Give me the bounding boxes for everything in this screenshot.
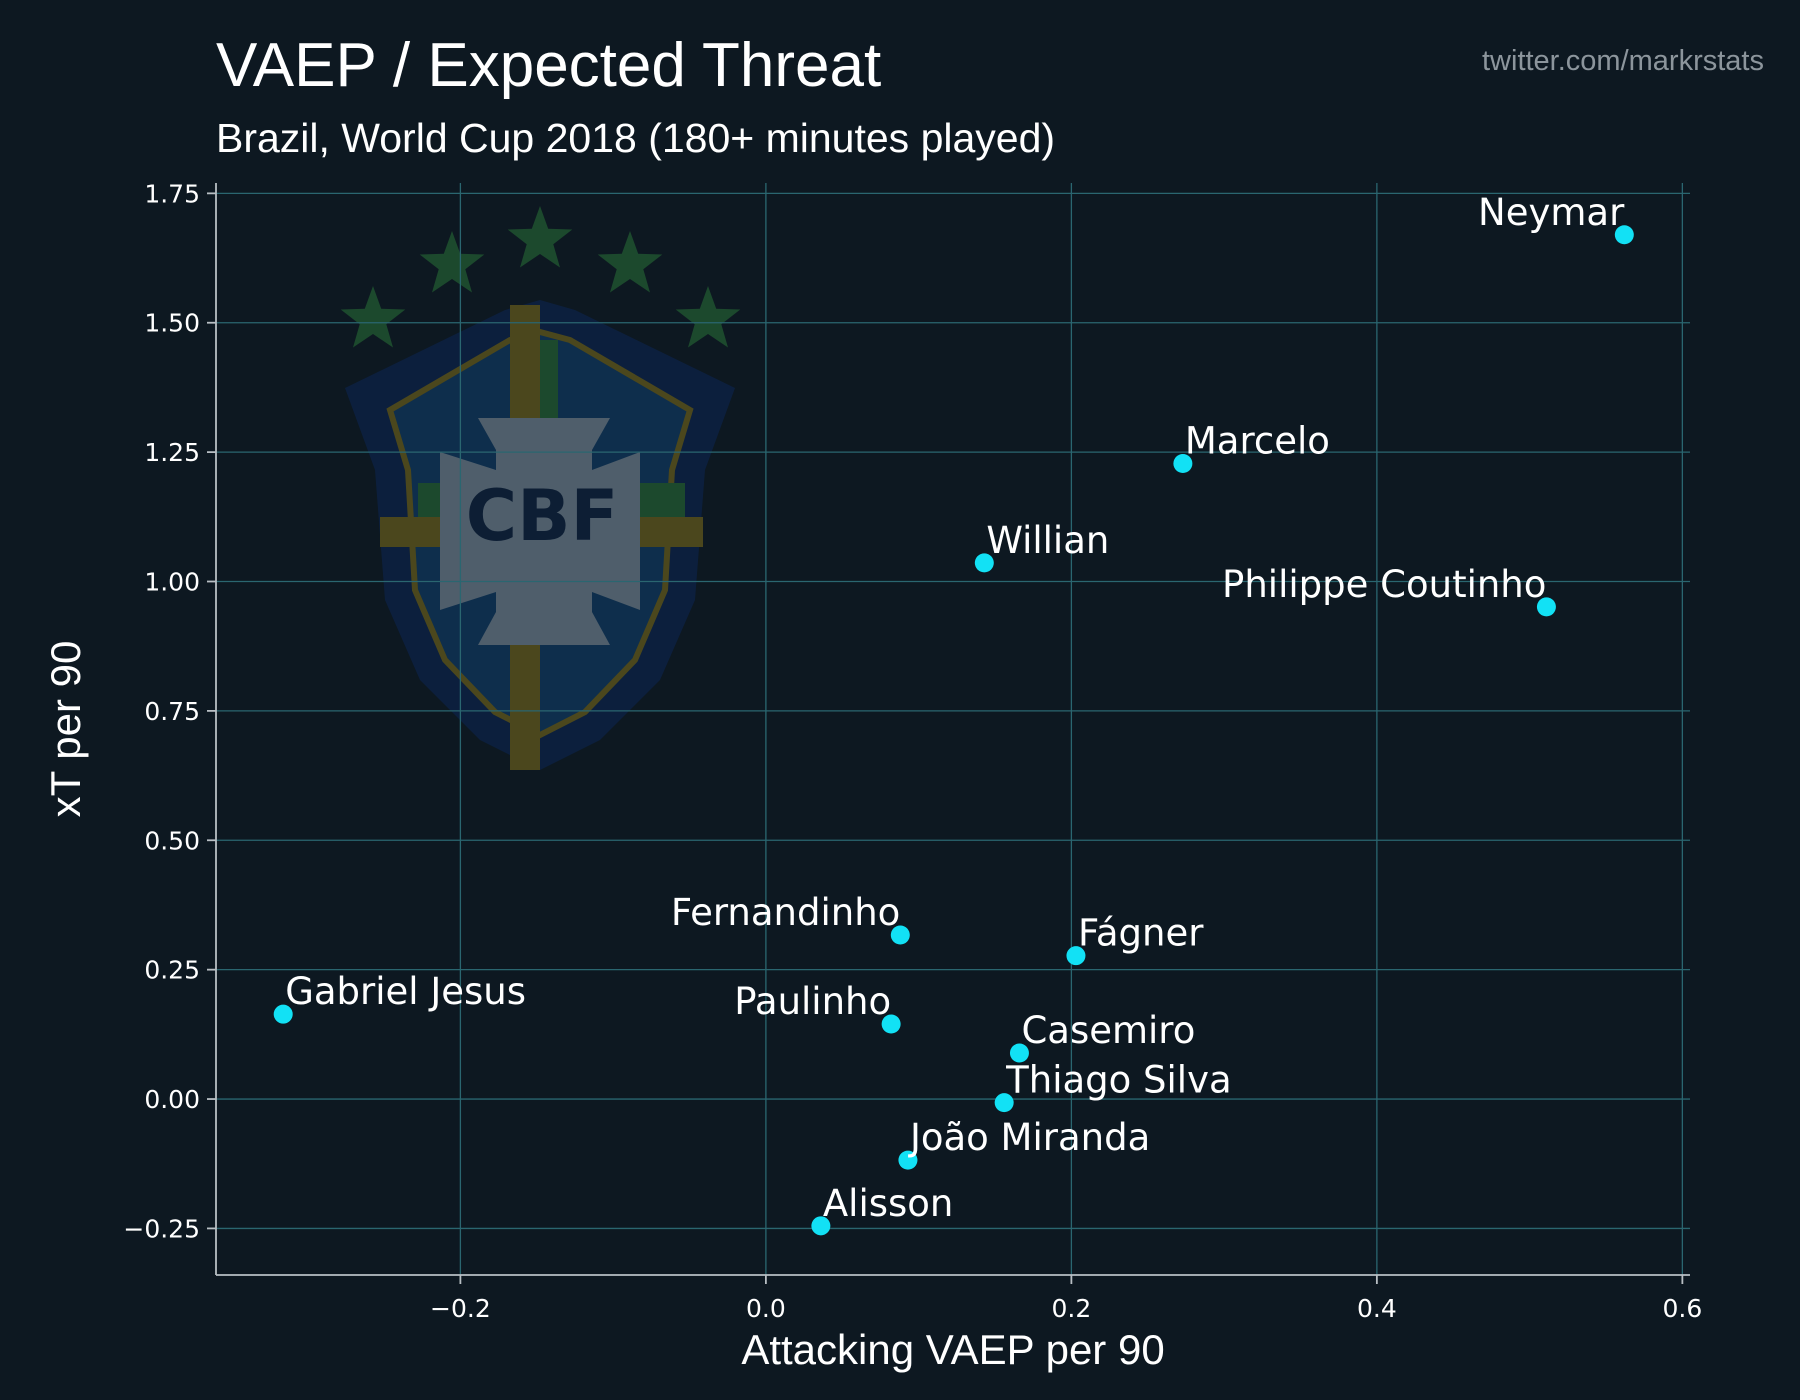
y-tick-label: 1.25: [144, 438, 200, 467]
point-label: Casemiro: [1021, 1009, 1195, 1052]
x-tick-label: 0.0: [746, 1294, 786, 1323]
point-label: Marcelo: [1185, 420, 1330, 463]
chart-subtitle: Brazil, World Cup 2018 (180+ minutes pla…: [216, 115, 1056, 161]
point-label: Willian: [986, 519, 1109, 562]
data-point[interactable]: [974, 553, 994, 573]
point-label: Gabriel Jesus: [285, 970, 526, 1013]
chart-title: VAEP / Expected Threat: [216, 31, 882, 100]
star-icon: [340, 286, 406, 348]
y-ticks: −0.25 0.00 0.25 0.50 0.75 1.00 1.25 1.50 1.75: [123, 179, 216, 1243]
axes: [215, 183, 1690, 1276]
x-tick-label: 0.2: [1051, 1294, 1091, 1323]
y-tick-label: 0.00: [144, 1085, 200, 1114]
y-tick-label: 0.25: [144, 956, 200, 985]
y-tick-label: 0.50: [144, 826, 200, 855]
x-ticks: −0.2 0.0 0.2 0.4 0.6: [430, 1275, 1702, 1323]
point-label: Thiago Silva: [1005, 1059, 1232, 1102]
y-tick-label: 1.00: [144, 568, 200, 597]
x-tick-label: 0.4: [1357, 1294, 1397, 1323]
data-point[interactable]: [881, 1014, 901, 1034]
y-tick-label: 1.75: [144, 179, 200, 208]
points: [273, 225, 1634, 1236]
data-point[interactable]: [273, 1004, 293, 1024]
data-point[interactable]: [1066, 946, 1086, 966]
data-point[interactable]: [1614, 225, 1634, 245]
y-axis-title: xT per 90: [42, 641, 89, 818]
x-axis-title: Attacking VAEP per 90: [741, 1326, 1164, 1373]
grid: [216, 183, 1690, 1275]
data-point[interactable]: [898, 1150, 918, 1170]
y-tick-label: 0.75: [144, 697, 200, 726]
cbf-crest-icon: CBF: [340, 206, 741, 770]
x-tick-label: 0.6: [1662, 1294, 1702, 1323]
data-point[interactable]: [1009, 1043, 1029, 1063]
star-icon: [675, 286, 741, 348]
crest-cross: [440, 418, 640, 645]
point-label: Fágner: [1078, 912, 1204, 955]
point-label: Philippe Coutinho: [1222, 563, 1546, 606]
y-tick-label: −0.25: [123, 1214, 200, 1243]
point-label: Paulinho: [734, 980, 891, 1023]
credit-link[interactable]: twitter.com/markrstats: [1482, 45, 1764, 77]
point-label: Neymar: [1478, 191, 1625, 234]
star-icon: [507, 206, 573, 268]
star-icon: [419, 231, 485, 293]
data-point[interactable]: [994, 1093, 1014, 1113]
data-point[interactable]: [1536, 597, 1556, 617]
star-icon: [597, 231, 663, 293]
data-point[interactable]: [811, 1216, 831, 1236]
crest-text: CBF: [466, 475, 619, 557]
data-point[interactable]: [890, 925, 910, 945]
point-label: João Miranda: [908, 1116, 1150, 1159]
point-label: Fernandinho: [671, 891, 900, 934]
point-labels: Neymar Marcelo Willian Philippe Coutinho Fer…: [285, 191, 1625, 1225]
y-tick-label: 1.50: [144, 309, 200, 338]
data-point[interactable]: [1173, 454, 1193, 474]
point-label: Alisson: [823, 1182, 954, 1225]
x-tick-label: −0.2: [430, 1294, 491, 1323]
